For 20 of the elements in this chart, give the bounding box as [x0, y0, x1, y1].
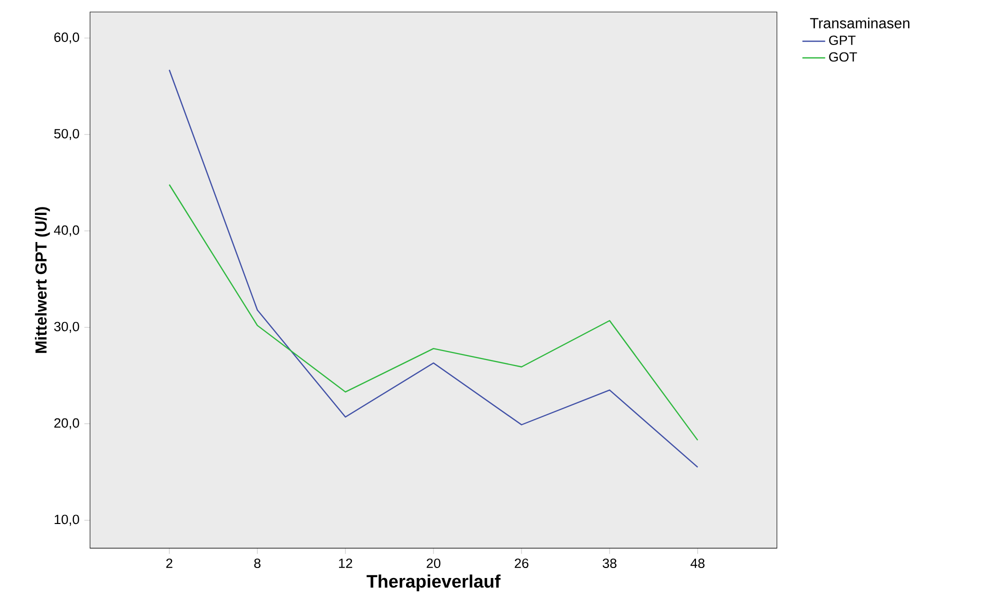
x-tick-label: 48 [690, 558, 705, 568]
x-tick-label: 20 [426, 558, 440, 568]
y-tick-label: 10,0 [54, 514, 80, 526]
x-tick-label: 12 [339, 558, 352, 568]
x-tick-label: 8 [254, 558, 260, 568]
x-tick-label: 38 [602, 558, 616, 568]
legend-label: GPT [829, 36, 856, 46]
line-series [168, 70, 698, 468]
line-series [168, 184, 698, 442]
y-axis-title: Mittelwert GPT (U/l) [34, 207, 50, 354]
y-tick-label: 40,0 [54, 226, 80, 237]
y-tick-label: 20,0 [54, 418, 80, 430]
legend-title: Transaminasen [810, 18, 910, 29]
x-axis-title: Therapieverlauf [366, 574, 501, 592]
x-tick-label: 26 [514, 558, 528, 568]
y-tick-label: 50,0 [54, 129, 80, 140]
y-tick-label: 60,0 [54, 32, 80, 44]
legend-label: GOT [829, 52, 858, 62]
x-tick-label: 2 [166, 558, 172, 568]
y-tick-label: 30,0 [54, 322, 80, 334]
